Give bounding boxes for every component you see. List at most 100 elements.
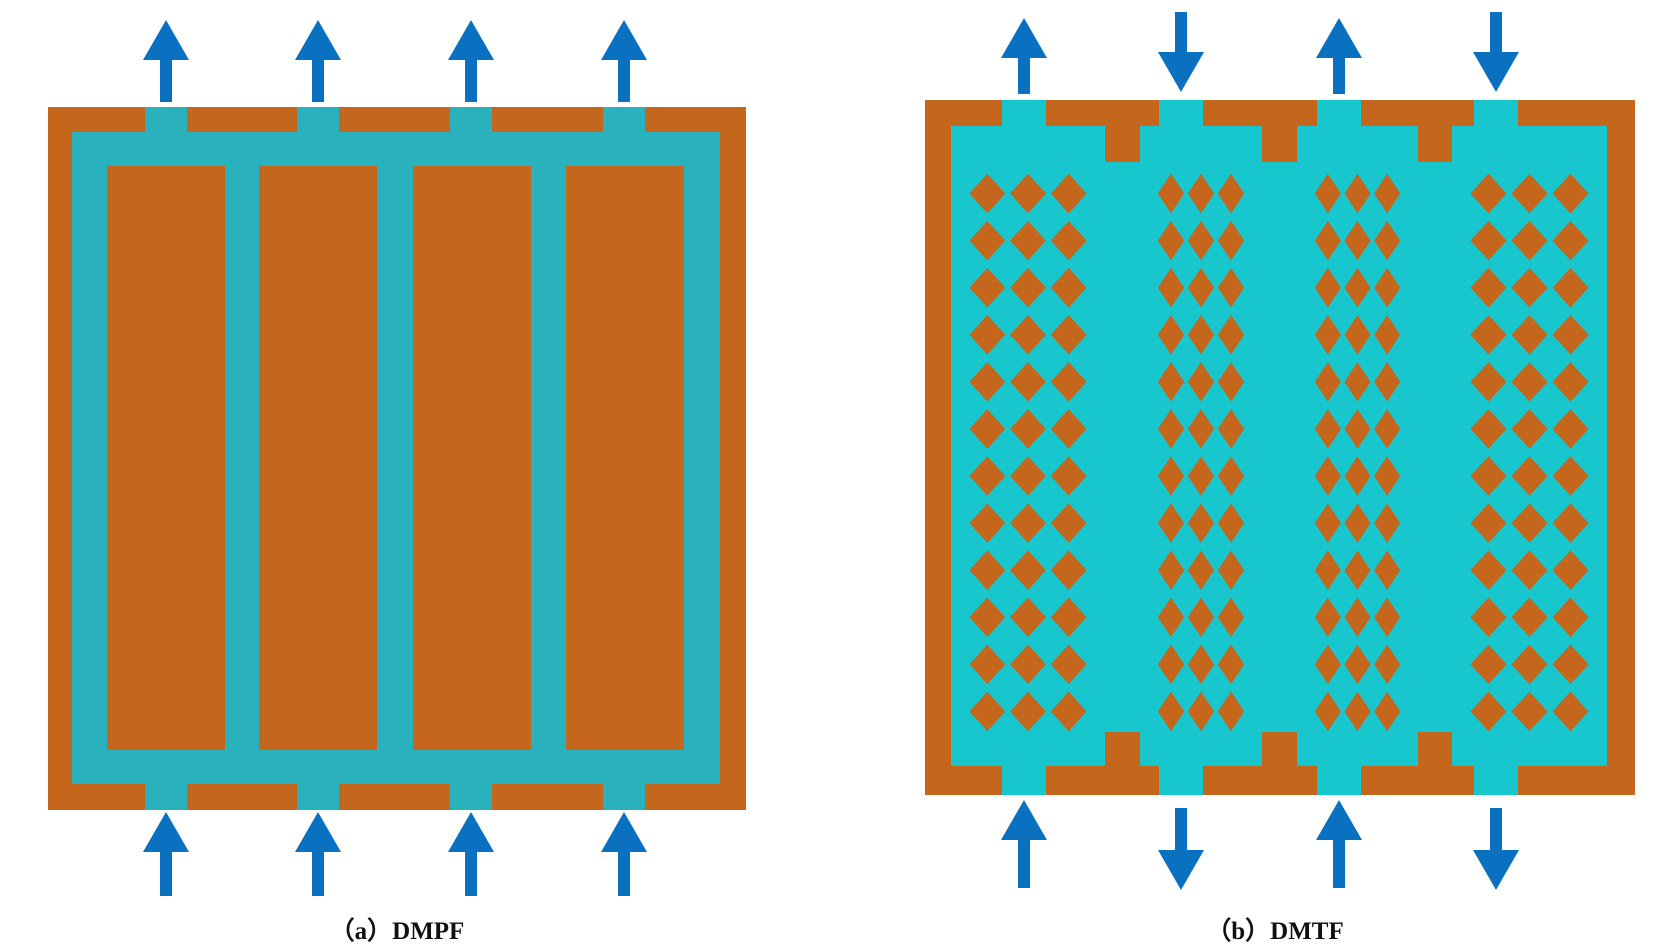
vertical-bus-1 [1105,162,1140,732]
inlet-port-3 [450,783,492,810]
rib-1 [107,166,225,750]
outlet-arrow-4 [601,20,647,102]
lattice-diamond [1470,597,1507,638]
rib-4 [566,166,684,750]
lattice-diamond [1050,644,1087,685]
outlet-port-3 [450,107,492,133]
lattice-diamond [969,644,1006,685]
panel-b-diamond-lattice [969,173,1589,732]
lattice-diamond [1511,267,1548,308]
lattice-diamond [1187,173,1215,214]
lattice-diamond [1344,597,1371,638]
rib-2 [259,166,377,750]
lattice-diamond [1344,173,1371,214]
lattice-diamond [969,456,1006,496]
lattice-diamond [1187,362,1215,402]
lattice-diamond [1511,691,1548,732]
lattice-diamond [1010,550,1046,590]
lattice-diamond [1314,409,1341,449]
top-port-3 [1317,100,1361,126]
lattice-diamond [1552,456,1589,496]
lattice-diamond [1314,267,1341,308]
lattice-diamond [1511,173,1548,214]
lattice-diamond [1050,597,1087,638]
bottom-arrow-1 [1001,800,1047,888]
lattice-diamond [1470,503,1507,543]
lattice-diamond [1470,456,1507,496]
lattice-diamond [1344,409,1371,449]
lattice-diamond [1552,315,1589,355]
lattice-diamond [1552,173,1589,214]
lattice-diamond [1511,315,1548,355]
lattice-diamond [1187,456,1215,496]
lattice-diamond [1511,644,1548,685]
inlet-arrow-1 [143,812,189,896]
lattice-diamond [1511,550,1548,590]
lattice-diamond [969,315,1006,355]
top-port-4 [1474,100,1518,126]
lattice-diamond [1344,644,1371,685]
top-arrow-1 [1001,18,1047,94]
lattice-diamond [1010,597,1046,638]
lattice-diamond [1552,503,1589,543]
outlet-arrow-1 [143,20,189,102]
panel-a-caption: （a）DMPF [330,916,465,944]
lattice-diamond [1470,550,1507,590]
lattice-diamond [1187,220,1215,261]
lattice-diamond [1374,315,1401,355]
lattice-diamond [1374,267,1401,308]
lattice-diamond [1344,550,1371,590]
outlet-port-2 [297,107,339,133]
lattice-diamond [1470,409,1507,449]
bottom-port-1 [1002,766,1046,795]
lattice-diamond [969,503,1006,543]
lattice-diamond [1314,173,1341,214]
lattice-diamond [1552,362,1589,402]
lattice-diamond [1511,362,1548,402]
outlet-port-1 [145,107,187,133]
lattice-diamond [1552,220,1589,261]
lattice-diamond [1010,267,1046,308]
panel-a-flow-arrows [143,20,647,896]
lattice-diamond [1314,315,1341,355]
outlet-port-4 [603,107,645,133]
lattice-diamond [1157,456,1185,496]
lattice-diamond [1470,691,1507,732]
lattice-diamond [1511,456,1548,496]
lattice-diamond [1217,409,1245,449]
lattice-diamond [1511,597,1548,638]
panel-b-dmtf: （b）DMTF [925,12,1635,944]
lattice-diamond [1470,644,1507,685]
lattice-diamond [1344,362,1371,402]
lattice-diamond [1374,220,1401,261]
lattice-diamond [1552,644,1589,685]
lattice-diamond [1217,597,1245,638]
lattice-diamond [1470,220,1507,261]
lattice-diamond [1157,315,1185,355]
lattice-diamond [1217,644,1245,685]
lattice-diamond [1314,644,1341,685]
bottom-arrow-4 [1473,808,1519,890]
bottom-port-3 [1317,766,1361,795]
lattice-diamond [1050,691,1087,732]
lattice-diamond [1374,597,1401,638]
lattice-diamond [1010,173,1046,214]
inlet-arrow-4 [601,812,647,896]
lattice-diamond [1050,220,1087,261]
lattice-diamond [1470,315,1507,355]
lattice-diamond [1314,362,1341,402]
lattice-diamond [969,267,1006,308]
lattice-diamond [1010,220,1046,261]
lattice-diamond [1010,644,1046,685]
bottom-port-2 [1159,766,1203,795]
lattice-diamond [1470,362,1507,402]
lattice-diamond [1314,550,1341,590]
lattice-diamond [1344,220,1371,261]
lattice-diamond [1187,409,1215,449]
lattice-diamond [1157,597,1185,638]
lattice-diamond [969,173,1006,214]
lattice-diamond [1374,503,1401,543]
lattice-diamond [1344,456,1371,496]
outlet-arrow-3 [448,20,494,102]
panel-a-channel-network [72,107,720,810]
